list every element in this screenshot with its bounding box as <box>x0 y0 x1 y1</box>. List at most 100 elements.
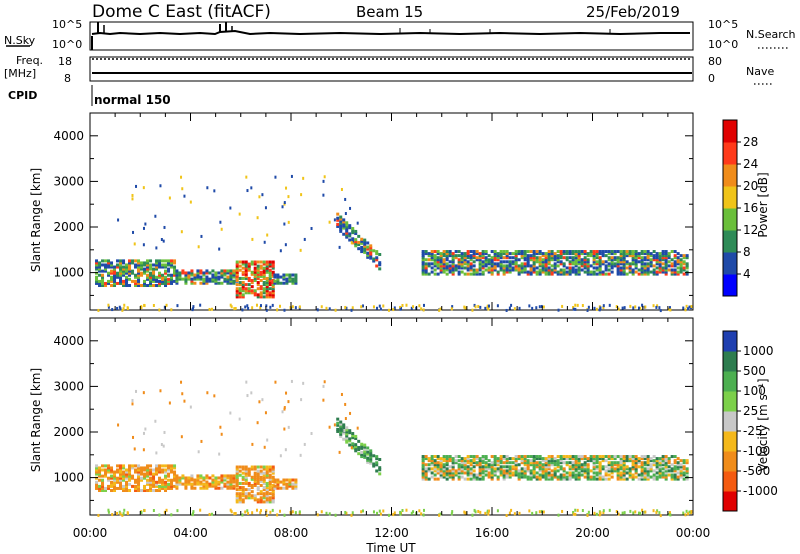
echo-cell <box>634 256 638 260</box>
echo-cell <box>238 283 242 287</box>
echo-cell <box>634 471 638 475</box>
echo-cell <box>125 486 129 490</box>
echo-cell <box>133 447 136 451</box>
echo-cell <box>181 392 184 396</box>
echo-cell <box>175 474 179 478</box>
echo-cell <box>214 279 218 283</box>
echo-cell <box>241 281 245 285</box>
echo-cell <box>131 466 135 470</box>
echo-cell <box>643 252 647 256</box>
echo-cell <box>360 453 364 457</box>
echo-cell <box>170 279 174 283</box>
echo-cell <box>439 260 443 264</box>
echo-cell <box>616 465 620 469</box>
echo-cell <box>424 272 428 276</box>
colorbar-tick-label: -25 <box>743 424 763 438</box>
echo-cell <box>342 423 346 427</box>
echo-cell <box>246 189 249 193</box>
echo-cell <box>333 218 336 222</box>
echo-cell <box>173 472 177 476</box>
echo-cell <box>619 459 623 463</box>
echo-cell <box>250 477 254 481</box>
echo-cell <box>271 287 275 291</box>
echo-cell <box>652 475 656 479</box>
echo-cell <box>583 256 587 260</box>
echo-cell <box>253 473 257 477</box>
echo-cell <box>424 473 428 477</box>
echo-cell <box>119 259 123 263</box>
echo-cell <box>244 475 248 479</box>
echo-cell <box>218 452 221 456</box>
echo-cell <box>589 254 593 258</box>
echo-cell <box>253 289 257 293</box>
echo-cell <box>412 510 415 514</box>
echo-cell <box>643 266 647 270</box>
echo-cell <box>152 277 156 281</box>
echo-cell <box>505 455 509 459</box>
echo-cell <box>460 469 464 473</box>
echo-cell <box>122 259 126 263</box>
colorbar-swatch <box>723 331 737 352</box>
echo-cell <box>448 266 452 270</box>
echo-cell <box>568 461 572 465</box>
echo-cell <box>241 490 245 494</box>
echo-cell <box>424 252 428 256</box>
echo-cell <box>442 254 446 258</box>
echo-cell <box>574 270 578 274</box>
echo-cell <box>164 464 168 468</box>
echo-cell <box>322 398 325 402</box>
echo-cell <box>269 305 272 309</box>
echo-cell <box>466 467 470 471</box>
echo-cell <box>499 469 503 473</box>
echo-cell <box>155 265 159 269</box>
echo-cell <box>328 512 331 516</box>
echo-cell <box>253 483 257 487</box>
echo-cell <box>595 262 599 266</box>
echo-cell <box>574 258 578 262</box>
echo-cell <box>122 284 126 288</box>
echo-cell <box>517 469 521 473</box>
echo-cell <box>616 455 620 459</box>
echo-cell <box>634 260 638 264</box>
echo-cell <box>265 289 269 293</box>
echo-cell <box>107 476 111 480</box>
echo-cell <box>508 256 512 260</box>
echo-cell <box>478 471 482 475</box>
echo-cell <box>164 265 168 269</box>
echo-cell <box>162 444 165 448</box>
echo-cell <box>676 461 680 465</box>
echo-cell <box>481 254 485 258</box>
echo-cell <box>339 223 343 227</box>
echo-cell <box>256 477 260 481</box>
echo-cell <box>351 434 355 438</box>
echo-cell <box>126 512 129 516</box>
echo-cell <box>238 500 242 504</box>
echo-cell <box>430 459 434 463</box>
echo-cell <box>155 489 159 493</box>
echo-cell <box>559 473 563 477</box>
echo-cell <box>652 250 656 254</box>
echo-cell <box>646 455 650 459</box>
echo-cell <box>369 244 373 248</box>
echo-cell <box>505 252 509 256</box>
echo-cell <box>493 268 497 272</box>
echo-cell <box>158 513 161 517</box>
echo-cell <box>607 262 611 266</box>
echo-cell <box>518 306 521 310</box>
echo-cell <box>550 252 554 256</box>
echo-cell <box>339 215 343 219</box>
echo-cell <box>235 270 239 274</box>
echo-cell <box>664 471 668 475</box>
echo-cell <box>279 454 282 458</box>
power-colorbar-label: Power [dB] <box>756 172 770 237</box>
echo-cell <box>196 482 200 486</box>
echo-cell <box>460 459 464 463</box>
echo-cell <box>634 270 638 274</box>
echo-cell <box>271 486 275 490</box>
echo-cell <box>634 475 638 479</box>
echo-cell <box>421 264 425 268</box>
echo-cell <box>170 277 174 281</box>
echo-cell <box>220 275 224 279</box>
echo-cell <box>245 380 248 384</box>
echo-cell <box>98 468 102 472</box>
